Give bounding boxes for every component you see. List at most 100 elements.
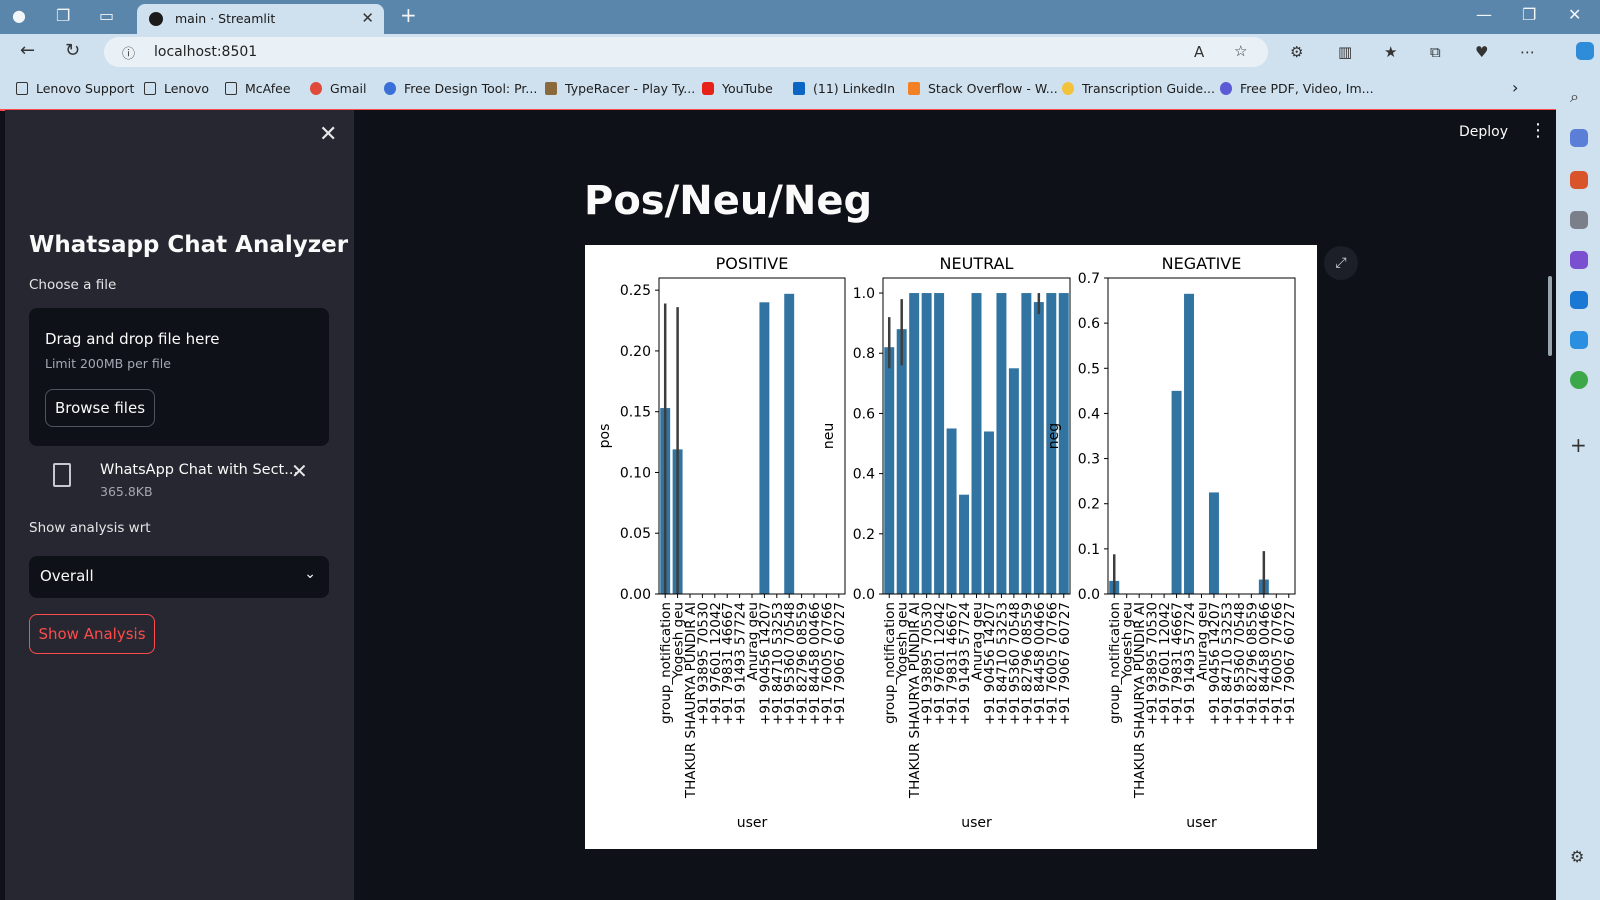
bookmarks-bar: Lenovo Support Lenovo McAfee Gmail Free … (0, 71, 1568, 110)
extensions-icon[interactable]: ⚙ (1290, 43, 1304, 61)
tab-actions-icon[interactable]: ▭ (99, 6, 115, 25)
site-info-icon[interactable]: ⓘ (122, 47, 136, 62)
microsoft365-icon[interactable] (1570, 251, 1588, 269)
y-tick-label: 0.4 (853, 467, 875, 483)
y-axis-label: neg (1046, 423, 1062, 449)
bookmark-typeracer[interactable]: TypeRacer - Play Ty... (545, 81, 695, 96)
x-tick-label: +91 84458 00466 (807, 602, 823, 725)
x-tick-label: +91 79067 60727 (1057, 602, 1073, 725)
favorite-star-icon[interactable]: ☆ (1234, 42, 1248, 60)
tree-icon[interactable] (1570, 371, 1588, 389)
copilot-icon[interactable] (1576, 42, 1594, 60)
games-icon[interactable] (1570, 211, 1588, 229)
back-icon[interactable]: ← (20, 40, 36, 61)
profile-icon[interactable]: ● (12, 6, 26, 25)
x-tick-label: +91 79831 46667 (720, 602, 736, 725)
bar (921, 293, 932, 594)
scrollbar[interactable] (1548, 276, 1552, 356)
main-menu-icon[interactable]: ⋮ (1529, 120, 1547, 141)
url-field[interactable]: ⓘ localhost:8501 A ☆ (104, 37, 1268, 67)
bookmark-youtube[interactable]: YouTube (702, 81, 773, 96)
bookmark-mcafee[interactable]: McAfee (225, 81, 291, 96)
x-tick-label: Anurag geu (745, 602, 761, 680)
x-axis-label: user (961, 815, 992, 831)
bookmark-transcription-guide[interactable]: Transcription Guide... (1062, 81, 1215, 96)
bar (1046, 293, 1057, 594)
close-window-icon[interactable]: ✕ (1568, 5, 1582, 24)
restore-icon[interactable]: ❐ (1522, 5, 1537, 24)
browser-tab[interactable]: main · Streamlit ✕ (137, 4, 384, 34)
streamlit-main: Deploy ⋮ Pos/Neu/Neg 0.00 0.05 0.10 0.15 0.2… (354, 110, 1556, 900)
refresh-icon[interactable]: ↻ (65, 40, 81, 61)
x-tick-label: +91 84710 53253 (994, 602, 1010, 725)
bookmark-free-pdf[interactable]: Free PDF, Video, Im... (1220, 81, 1374, 96)
new-tab-icon[interactable]: + (400, 3, 417, 27)
favorites-icon[interactable]: ★ (1384, 43, 1398, 61)
x-tick-label: +91 97601 12042 (1157, 602, 1173, 725)
x-tick-label: group_notification (658, 602, 674, 724)
add-icon[interactable]: + (1570, 433, 1587, 457)
bookmark-design-tool[interactable]: Free Design Tool: Pr... (384, 81, 537, 96)
show-analysis-button[interactable]: Show Analysis (29, 614, 155, 654)
browse-files-button[interactable]: Browse files (45, 389, 155, 427)
fullscreen-expand-icon[interactable]: ⤢ (1324, 246, 1358, 280)
collections-icon[interactable]: ⧉ (1430, 43, 1441, 61)
x-tick-label: +91 93895 70530 (1145, 602, 1161, 725)
bar (959, 494, 970, 594)
workspaces-icon[interactable]: ❐ (56, 6, 71, 25)
x-tick-label: +91 76005 70766 (1044, 602, 1060, 725)
y-tick-label: 0.15 (620, 405, 651, 421)
x-tick-label: THAKUR SHAURYA PUNDIR AI (907, 602, 923, 799)
x-tick-label: +91 79831 46667 (945, 602, 961, 725)
bookmark-linkedin[interactable]: (11) LinkedIn (793, 81, 895, 96)
x-tick-label: +91 93895 70530 (920, 602, 936, 725)
x-tick-label: Anurag geu (1195, 602, 1211, 680)
settings-gear-icon[interactable]: ⚙ (1570, 847, 1585, 866)
bookmark-gmail[interactable]: Gmail (310, 81, 366, 96)
y-axis-label: neu (821, 423, 837, 449)
streamlit-sidebar: ✕ Whatsapp Chat Analyzer Choose a file D… (5, 110, 354, 900)
y-tick-label: 0.8 (853, 346, 875, 362)
y-tick-label: 0.3 (1078, 452, 1100, 468)
bookmark-lenovo-support[interactable]: Lenovo Support (16, 81, 134, 96)
close-tab-icon[interactable]: ✕ (361, 9, 374, 27)
x-tick-label: +91 91493 57724 (1182, 602, 1198, 725)
tools-icon[interactable] (1570, 171, 1588, 189)
read-aloud-icon[interactable]: A (1194, 43, 1205, 61)
gmail-icon (310, 82, 322, 95)
x-tick-label: +91 76005 70766 (819, 602, 835, 725)
shopping-icon[interactable] (1570, 129, 1588, 147)
x-axis-label: user (737, 815, 768, 831)
x-tick-label: THAKUR SHAURYA PUNDIR AI (683, 602, 699, 799)
bar (1008, 368, 1019, 594)
file-icon (53, 463, 71, 487)
page-icon (16, 82, 28, 95)
bar (1058, 293, 1069, 594)
sentiment-chart: 0.00 0.05 0.10 0.15 0.20 0.25 group_notificati… (585, 245, 1317, 849)
bar (946, 428, 957, 594)
deploy-button[interactable]: Deploy (1459, 124, 1509, 140)
y-tick-label: 0.25 (620, 283, 651, 299)
bookmark-lenovo[interactable]: Lenovo (144, 81, 209, 96)
select-value: Overall (40, 567, 94, 585)
x-tick-label: +91 79067 60727 (1282, 602, 1298, 725)
linkedin-icon (793, 82, 805, 95)
bar (909, 293, 920, 594)
x-tick-label: +91 97601 12042 (708, 602, 724, 725)
browser-essentials-icon[interactable]: ♥ (1475, 43, 1489, 61)
split-screen-icon[interactable]: ▥ (1338, 43, 1353, 61)
drop-icon[interactable] (1570, 331, 1588, 349)
search-icon[interactable]: ⌕ (1570, 87, 1579, 106)
file-dropzone[interactable]: Drag and drop file here Limit 200MB per … (29, 308, 329, 446)
x-tick-label: +91 82796 08559 (1019, 602, 1035, 725)
minimize-icon[interactable]: — (1476, 5, 1492, 24)
remove-file-icon[interactable]: ✕ (291, 459, 308, 483)
analysis-select[interactable]: Overall ⌄ (29, 556, 329, 598)
copilot-area (1568, 34, 1600, 71)
close-sidebar-icon[interactable]: ✕ (319, 122, 338, 147)
outlook-icon[interactable] (1570, 291, 1588, 309)
more-menu-icon[interactable]: ⋯ (1520, 43, 1535, 61)
bookmarks-overflow-chevron-icon[interactable]: › (1512, 78, 1519, 97)
youtube-icon (702, 82, 714, 95)
bookmark-stack-overflow[interactable]: Stack Overflow - W... (908, 81, 1058, 96)
